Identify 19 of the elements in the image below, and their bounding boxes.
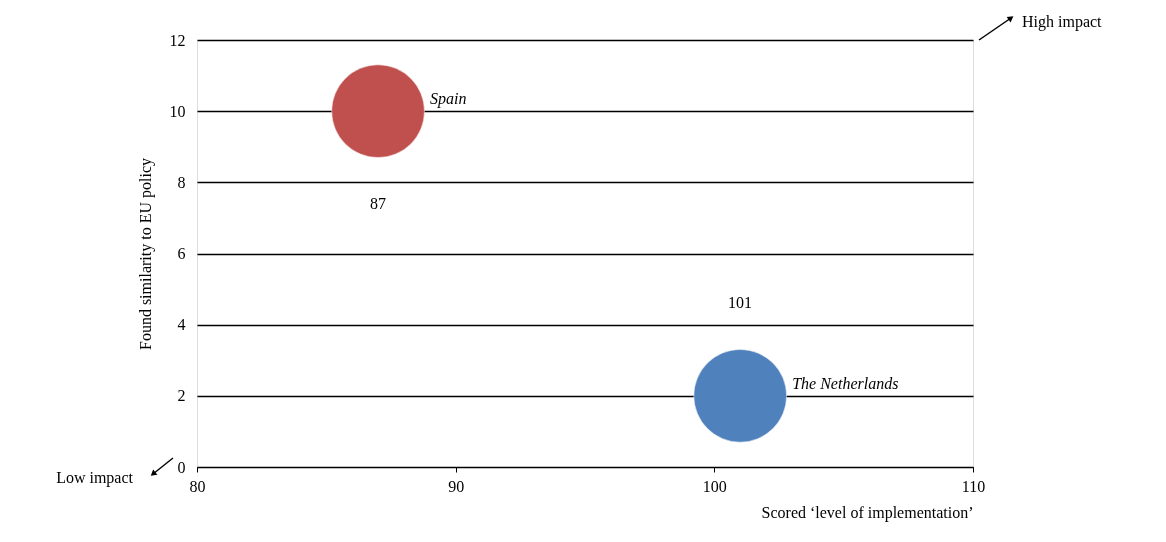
y-tick-label: 8 <box>177 173 186 191</box>
series-label: The Netherlands <box>792 374 899 392</box>
series-label: Spain <box>430 90 467 109</box>
y-tick-label: 4 <box>177 316 186 334</box>
y-tick-label: 12 <box>169 31 186 49</box>
x-tick-label: 110 <box>961 477 986 495</box>
y-tick-label: 6 <box>177 245 186 262</box>
y-tick-label: 0 <box>177 458 186 476</box>
x-axis-title: Scored ‘level of implementation’ <box>761 503 974 522</box>
x-tick-label: 100 <box>702 477 727 495</box>
x-tick-label: 80 <box>189 477 206 495</box>
x-tick-label: 90 <box>448 477 465 495</box>
text: High impact <box>1022 13 1103 31</box>
y-axis-title: Found similarity to EU policy <box>136 158 155 350</box>
annotation: 101 <box>728 294 752 311</box>
text: Low impact <box>56 469 134 487</box>
y-tick-label: 2 <box>177 387 186 405</box>
y-tick-label: 10 <box>169 102 186 120</box>
annotation: 87 <box>370 195 386 212</box>
